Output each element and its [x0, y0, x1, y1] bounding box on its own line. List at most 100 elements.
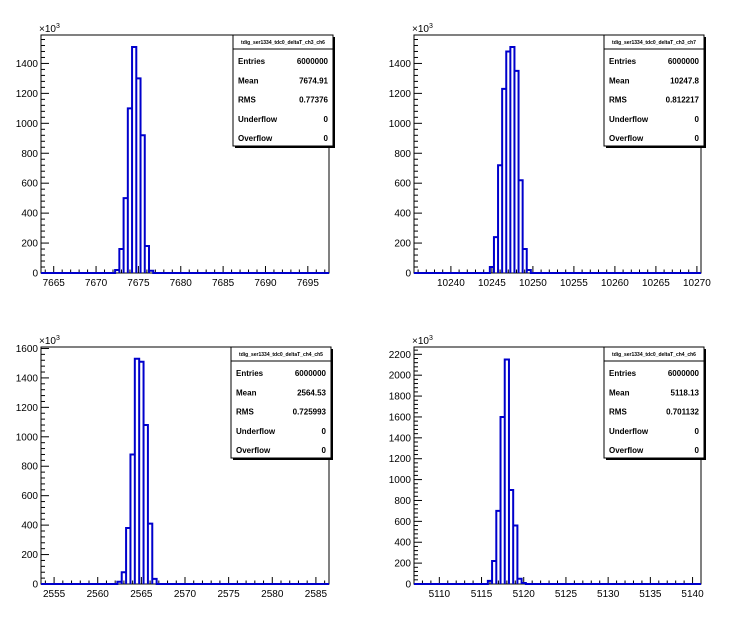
- x-tick-label: 2570: [174, 589, 197, 600]
- x-tick-label: 10265: [642, 278, 670, 289]
- y-tick-label: 200: [394, 559, 411, 570]
- x-tick-label: 5115: [471, 589, 493, 600]
- y-tick-label: 400: [21, 521, 38, 532]
- stats-value: 0.725993: [293, 408, 327, 417]
- stats-value: 0: [695, 115, 700, 124]
- stats-label: RMS: [238, 96, 256, 105]
- stats-box-shadow: [233, 458, 333, 460]
- x-tick-label: 5130: [597, 589, 620, 600]
- x-tick-label: 7670: [85, 278, 108, 289]
- y-tick-label: 0: [32, 580, 38, 591]
- x-tick-label: 10250: [519, 278, 547, 289]
- histogram-panel-2: 10240 10245 10250 10255 10260 10265 10270 0 200 4…: [389, 23, 711, 289]
- x-tick-label: 5140: [681, 589, 704, 600]
- y-tick-label: 1600: [389, 412, 412, 423]
- x-tick-label: 5135: [639, 589, 662, 600]
- stats-value: 0: [695, 446, 700, 455]
- stats-value: 6000000: [295, 369, 327, 378]
- y-tick-label: 400: [21, 209, 38, 220]
- stats-value: 0: [324, 115, 329, 124]
- stats-value: 0: [695, 427, 700, 436]
- stats-label: Entries: [609, 57, 637, 66]
- x-tick-label: 2560: [87, 589, 110, 600]
- y-tick-label: 1000: [389, 119, 412, 130]
- stats-box-frame: [232, 34, 334, 147]
- y-tick-label: 1400: [16, 373, 39, 384]
- stats-label: Mean: [238, 76, 259, 85]
- stats-box: tdig_ser1334_tdc0_deltaT_ch3_ch7 Entries 6…: [603, 34, 706, 148]
- x-tick-label: 2580: [261, 589, 284, 600]
- stats-value: 0.812217: [666, 96, 700, 105]
- stats-box: tdig_ser1334_tdc0_deltaT_ch4_ch6 Entries 6…: [603, 346, 706, 460]
- y-tick-label: 600: [21, 491, 38, 502]
- histogram-outline: [41, 45, 329, 274]
- stats-box-frame: [230, 346, 332, 459]
- x-tick-label: 7695: [297, 278, 320, 289]
- stats-title: tdig_ser1334_tdc0_deltaT_ch4_ch5: [239, 352, 323, 358]
- stats-value: 6000000: [668, 57, 700, 66]
- stats-box-shadow: [704, 37, 706, 148]
- y-tick-label: 0: [32, 269, 38, 280]
- x-tick-label: 5125: [555, 589, 578, 600]
- y-tick-label: 200: [394, 239, 411, 250]
- stats-value: 0: [322, 427, 327, 436]
- y-multiplier-label: ×103: [412, 23, 433, 35]
- y-tick-label: 1800: [389, 392, 412, 403]
- stats-box-shadow: [606, 458, 706, 460]
- y-tick-label: 0: [405, 269, 411, 280]
- stats-title: tdig_ser1334_tdc0_deltaT_ch4_ch6: [612, 352, 696, 358]
- stats-label: Underflow: [238, 115, 278, 124]
- x-tick-label: 10255: [560, 278, 588, 289]
- stats-label: Overflow: [238, 134, 273, 143]
- x-tick-label: 7680: [170, 278, 193, 289]
- stats-label: RMS: [609, 408, 627, 417]
- y-tick-label: 1200: [389, 89, 412, 100]
- stats-value: 2564.53: [297, 388, 326, 397]
- stats-value: 6000000: [668, 369, 700, 378]
- stats-value: 6000000: [297, 57, 329, 66]
- stats-box-shadow: [704, 349, 706, 460]
- stats-label: Mean: [609, 76, 630, 85]
- stats-title: tdig_ser1334_tdc0_deltaT_ch3_ch7: [612, 40, 696, 46]
- x-tick-label: 5110: [429, 589, 451, 600]
- x-tick-label: 5120: [513, 589, 536, 600]
- stats-box-shadow: [333, 37, 335, 148]
- stats-box: tdig_ser1334_tdc0_deltaT_ch4_ch5 Entries 6…: [230, 346, 333, 460]
- y-tick-label: 1000: [389, 475, 412, 486]
- y-tick-label: 1200: [16, 403, 39, 414]
- stats-value: 0: [322, 446, 327, 455]
- stats-label: Overflow: [609, 446, 644, 455]
- y-tick-label: 2200: [389, 350, 412, 361]
- y-tick-label: 200: [21, 550, 38, 561]
- histogram-panel-3: 2555 2560 2565 2570 2575 2580 2585 0 200 400 600 80…: [16, 335, 333, 600]
- stats-label: Underflow: [236, 427, 276, 436]
- stats-value: 10247.8: [670, 76, 699, 85]
- histogram-outline: [414, 358, 701, 585]
- y-tick-label: 800: [394, 496, 411, 507]
- y-tick-label: 2000: [389, 371, 412, 382]
- histogram-outline: [414, 45, 701, 274]
- y-tick-label: 400: [394, 209, 411, 220]
- x-tick-label: 2575: [218, 589, 241, 600]
- x-tick-label: 2565: [130, 589, 153, 600]
- y-tick-label: 1600: [16, 344, 39, 355]
- y-tick-label: 600: [394, 179, 411, 190]
- stats-label: Mean: [609, 388, 630, 397]
- x-tick-label: 7675: [127, 278, 150, 289]
- y-tick-label: 1400: [16, 59, 39, 70]
- y-multiplier-label: ×103: [39, 335, 60, 347]
- stats-box-frame: [603, 34, 705, 147]
- histogram-outline: [41, 357, 329, 585]
- stats-box-shadow: [331, 349, 333, 460]
- stats-box-shadow: [606, 146, 706, 148]
- stats-value: 0.77376: [299, 96, 328, 105]
- x-tick-label: 10245: [478, 278, 506, 289]
- stats-label: Overflow: [236, 446, 271, 455]
- x-tick-label: 7690: [254, 278, 277, 289]
- y-tick-label: 1000: [16, 432, 39, 443]
- stats-box: tdig_ser1334_tdc0_deltaT_ch3_ch6 Entries 6…: [232, 34, 335, 148]
- y-tick-label: 200: [21, 239, 38, 250]
- y-tick-label: 1200: [16, 89, 39, 100]
- stats-value: 0.701132: [666, 408, 699, 417]
